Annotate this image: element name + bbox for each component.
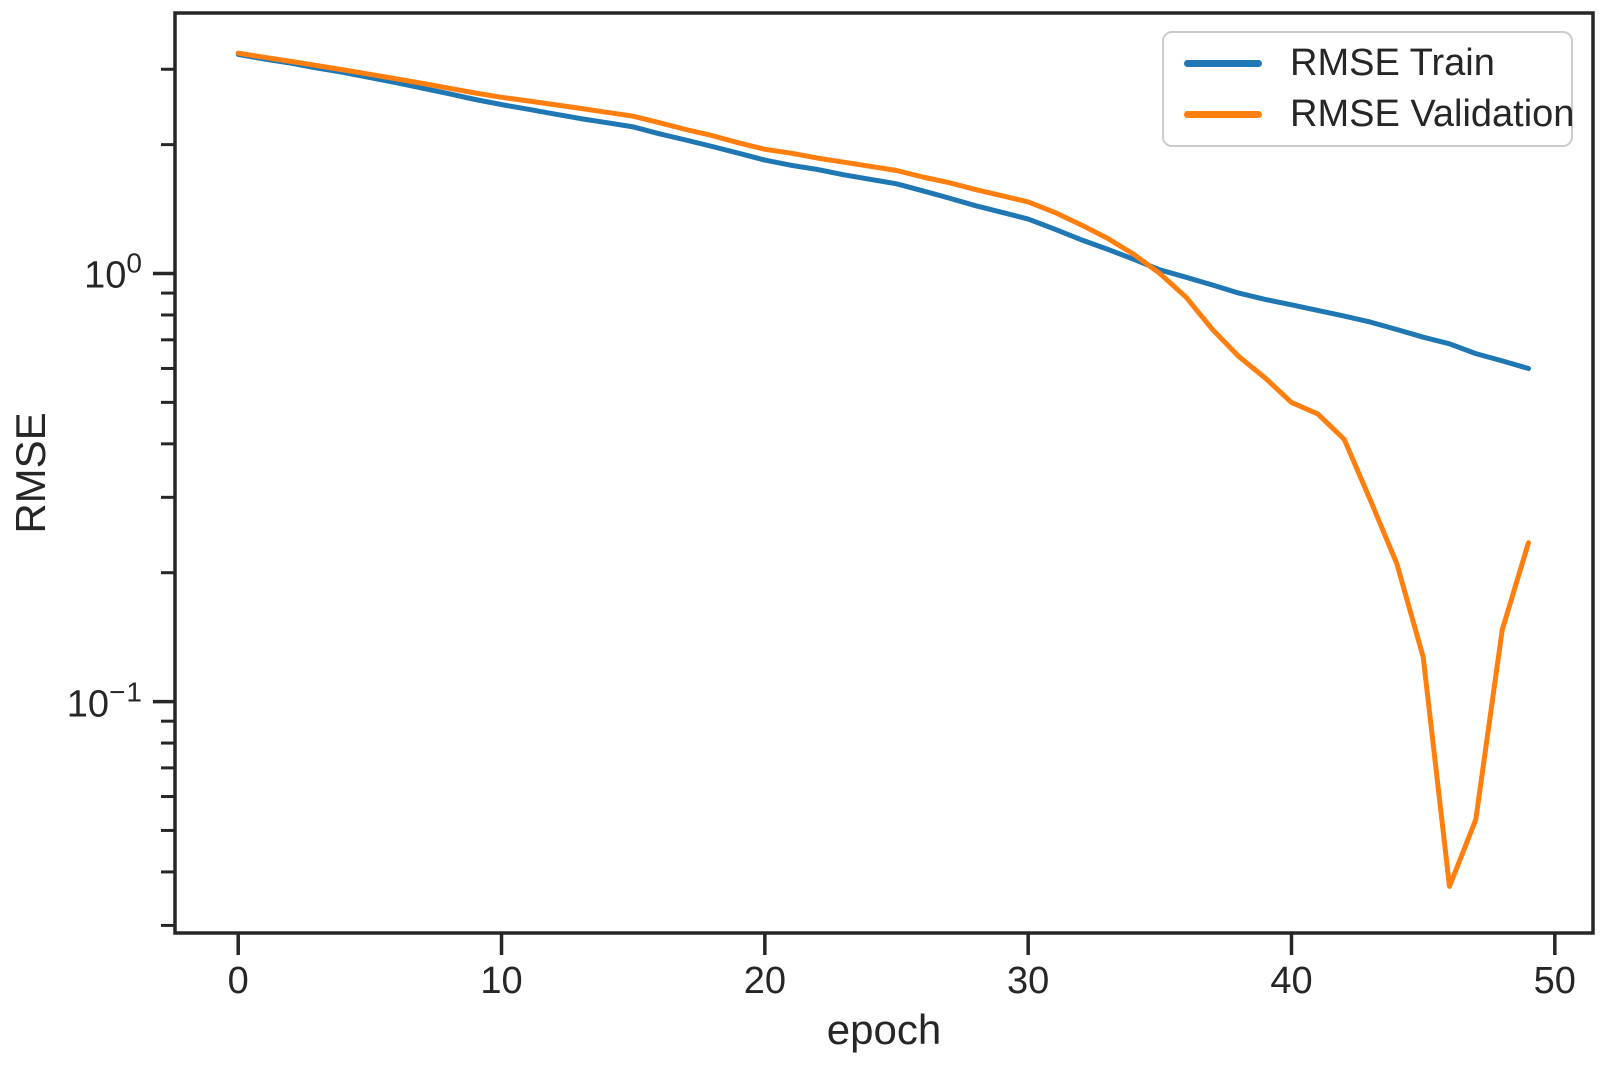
x-axis-label: epoch [826, 1006, 942, 1053]
x-tick-label: 20 [743, 960, 786, 1002]
train-line-swatch [1184, 60, 1262, 68]
x-tick-label: 40 [1270, 960, 1313, 1002]
y-axis-label: RMSE [7, 412, 54, 534]
legend-label-train: RMSE Train [1290, 42, 1495, 85]
legend-entry-train: RMSE Train [1184, 42, 1551, 85]
series-path-train [235, 51, 1531, 371]
x-tick-label: 50 [1533, 960, 1576, 1002]
x-tick-label: 0 [227, 960, 249, 1002]
legend: RMSE Train RMSE Validation [1162, 31, 1574, 147]
validation-line-swatch [1184, 110, 1262, 118]
axes-spines [173, 11, 1595, 935]
y-tick-label: 10−1 [66, 676, 143, 726]
legend-label-validation: RMSE Validation [1290, 92, 1575, 135]
legend-entry-validation: RMSE Validation [1184, 93, 1574, 136]
x-tick-label: 30 [1007, 960, 1050, 1002]
series-path-validation [235, 50, 1531, 889]
y-tick-label: 100 [84, 247, 143, 297]
x-tick-label: 10 [480, 960, 523, 1002]
